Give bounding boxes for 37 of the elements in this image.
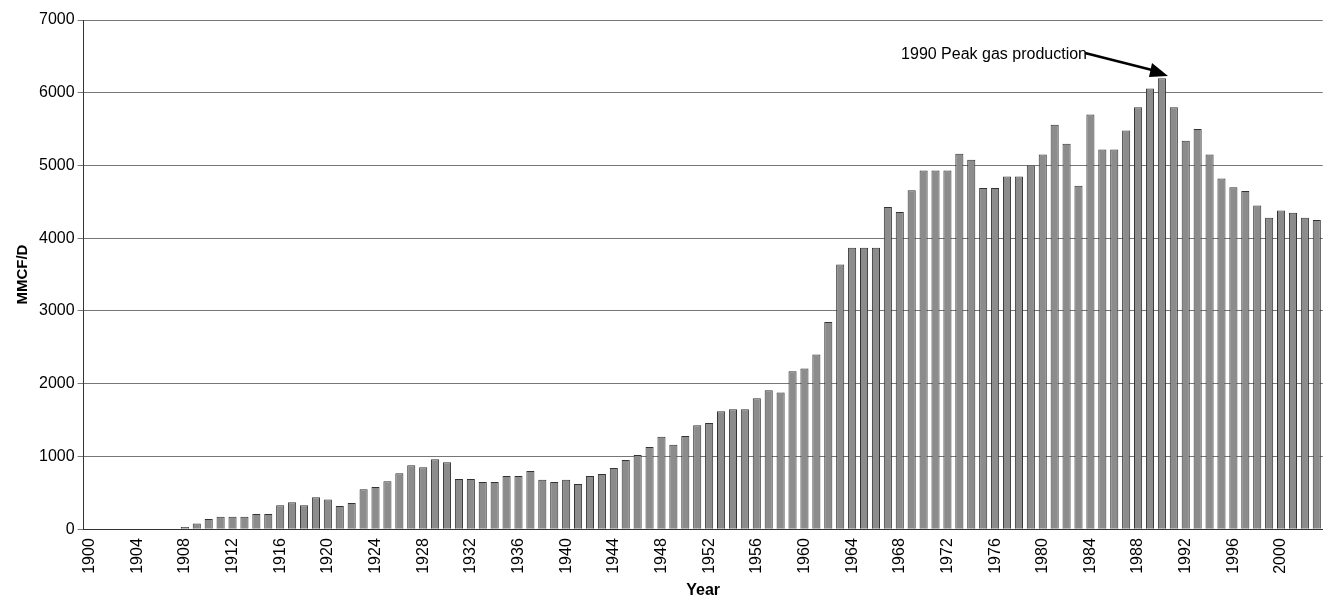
y-tick-label: 6000 [39,83,75,101]
x-tick-label: 1988 [1128,538,1146,574]
x-tick-label: 1944 [604,538,622,574]
x-tick-label: 1916 [270,538,288,574]
x-tick-label: 1948 [651,538,669,574]
x-tick-label: 1924 [365,538,383,574]
y-tick-label: 2000 [39,374,75,392]
annotation: 1990 Peak gas production [901,45,1087,63]
x-tick-label: 1968 [890,538,908,574]
x-tick-label: 1908 [175,538,193,574]
x-tick-label: 1956 [747,538,765,574]
x-tick-label: 1972 [937,538,955,574]
x-tick-label: 1920 [318,538,336,574]
x-tick-label: 1952 [699,538,717,574]
x-tick-label: 1960 [794,538,812,574]
x-tick-label: 1976 [985,538,1003,574]
y-tick-label: 7000 [39,10,75,28]
x-tick-label: 1980 [1033,538,1051,574]
x-tick-label: 1932 [461,538,479,574]
x-tick-label: 1904 [127,538,145,574]
y-tick-label: 1000 [39,446,75,464]
y-tick-label: 4000 [39,228,75,246]
x-tick-label: 2000 [1271,538,1289,574]
x-tick-label: 1996 [1223,538,1241,574]
y-tick-label: 0 [65,519,75,537]
x-tick-label: 1964 [842,538,860,574]
x-tick-label: 1900 [79,538,97,574]
y-tick-label: 5000 [39,155,75,173]
x-tick-label: 1912 [222,538,240,574]
x-tick-label: 1928 [413,538,431,574]
x-tick-label: 1936 [508,538,526,574]
x-tick-label: 1940 [556,538,574,574]
x-axis-title: Year [686,580,721,598]
x-tick-label: 1992 [1176,538,1194,574]
x-tick-label: 1984 [1080,538,1098,574]
y-axis-title: MMCF/D [13,244,31,305]
y-tick-label: 3000 [39,301,75,319]
